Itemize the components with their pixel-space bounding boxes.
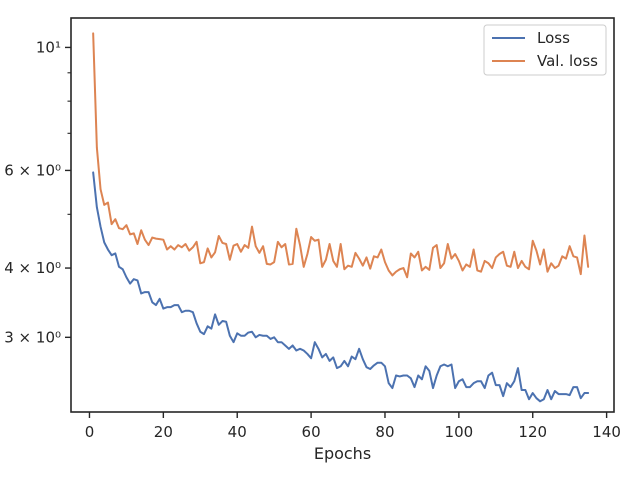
x-tick-label: 140 [592,423,621,441]
legend-label-loss: Loss [537,29,570,47]
x-tick-label: 120 [518,423,547,441]
x-tick-label: 100 [445,423,474,441]
y-tick-label: 4 × 10⁰ [4,259,61,277]
y-tick-label: 6 × 10⁰ [4,161,61,179]
y-tick-label: 3 × 10⁰ [4,328,61,346]
x-tick-label: 20 [154,423,173,441]
x-tick-label: 60 [302,423,321,441]
series-line-loss [92,171,590,403]
y-tick-label: 10¹ [36,38,61,56]
x-axis-title: Epochs [314,444,371,463]
series-layer [92,32,590,403]
x-tick-label: 0 [85,423,95,441]
axes-layer: 0 20 40 60 80 100 120 140 3 × 10⁰ 4 × 10⁰ 6 × 10⁰ 1… [4,38,621,441]
legend: Loss Val. loss [483,24,607,76]
series-line-val-loss [92,32,590,279]
x-tick-label: 80 [375,423,394,441]
legend-label-val-loss: Val. loss [537,52,598,70]
x-tick-label: 40 [228,423,247,441]
plot-frame [70,17,615,413]
